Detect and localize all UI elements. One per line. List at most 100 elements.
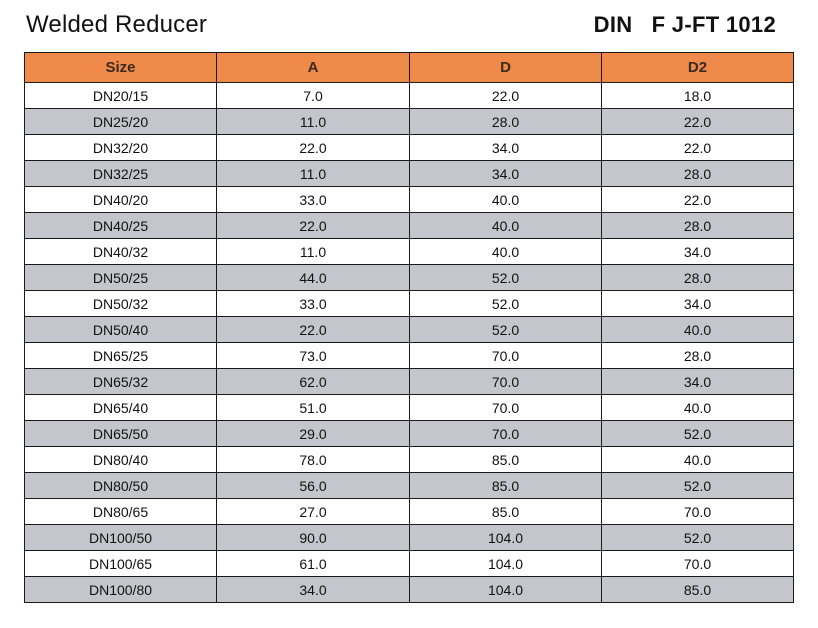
table-row: DN32/20 22.0 34.0 22.0 — [24, 134, 794, 161]
table-row: DN25/20 11.0 28.0 22.0 — [24, 108, 794, 135]
cell-d: 52.0 — [409, 264, 602, 291]
standard-code: DIN F J-FT 1012 — [593, 12, 776, 37]
cell-size: DN40/25 — [24, 212, 217, 239]
cell-d: 52.0 — [409, 290, 602, 317]
cell-d2: 70.0 — [601, 498, 794, 525]
cell-d2: 34.0 — [601, 290, 794, 317]
cell-a: 78.0 — [216, 446, 410, 473]
cell-d: 104.0 — [409, 524, 602, 551]
cell-d: 85.0 — [409, 498, 602, 525]
cell-a: 62.0 — [216, 368, 410, 395]
cell-a: 90.0 — [216, 524, 410, 551]
cell-a: 27.0 — [216, 498, 410, 525]
cell-a: 22.0 — [216, 212, 410, 239]
cell-size: DN80/65 — [24, 498, 217, 525]
column-header-size: Size — [24, 52, 217, 83]
cell-d2: 52.0 — [601, 472, 794, 499]
table-row: DN20/15 7.0 22.0 18.0 — [24, 82, 794, 109]
cell-size: DN20/15 — [24, 82, 217, 109]
cell-size: DN40/32 — [24, 238, 217, 265]
table-row: DN65/25 73.0 70.0 28.0 — [24, 342, 794, 369]
cell-a: 11.0 — [216, 108, 410, 135]
table-row: DN50/25 44.0 52.0 28.0 — [24, 264, 794, 291]
table-row: DN65/32 62.0 70.0 34.0 — [24, 368, 794, 395]
cell-d: 34.0 — [409, 160, 602, 187]
cell-size: DN50/32 — [24, 290, 217, 317]
table-body: DN20/15 7.0 22.0 18.0 DN25/20 11.0 28.0 22.0 DN3… — [24, 82, 794, 603]
cell-a: 73.0 — [216, 342, 410, 369]
cell-a: 29.0 — [216, 420, 410, 447]
cell-a: 11.0 — [216, 160, 410, 187]
cell-d: 70.0 — [409, 342, 602, 369]
cell-size: DN65/25 — [24, 342, 217, 369]
cell-d2: 28.0 — [601, 160, 794, 187]
table-row: DN40/20 33.0 40.0 22.0 — [24, 186, 794, 213]
cell-size: DN65/50 — [24, 420, 217, 447]
page-title: Welded Reducer — [26, 11, 208, 38]
cell-a: 22.0 — [216, 316, 410, 343]
cell-d: 70.0 — [409, 394, 602, 421]
cell-d: 70.0 — [409, 420, 602, 447]
cell-d2: 28.0 — [601, 212, 794, 239]
cell-size: DN50/25 — [24, 264, 217, 291]
cell-d: 28.0 — [409, 108, 602, 135]
cell-d2: 28.0 — [601, 342, 794, 369]
cell-d: 104.0 — [409, 550, 602, 577]
cell-d: 70.0 — [409, 368, 602, 395]
cell-a: 51.0 — [216, 394, 410, 421]
cell-d2: 70.0 — [601, 550, 794, 577]
cell-a: 56.0 — [216, 472, 410, 499]
cell-d: 40.0 — [409, 212, 602, 239]
table-row: DN50/32 33.0 52.0 34.0 — [24, 290, 794, 317]
table-row: DN100/50 90.0 104.0 52.0 — [24, 524, 794, 551]
table-row: DN100/65 61.0 104.0 70.0 — [24, 550, 794, 577]
table-row: DN80/50 56.0 85.0 52.0 — [24, 472, 794, 499]
table-row: DN80/40 78.0 85.0 40.0 — [24, 446, 794, 473]
cell-d2: 40.0 — [601, 316, 794, 343]
cell-size: DN80/50 — [24, 472, 217, 499]
cell-size: DN80/40 — [24, 446, 217, 473]
cell-d2: 52.0 — [601, 524, 794, 551]
cell-d2: 22.0 — [601, 108, 794, 135]
cell-size: DN32/25 — [24, 160, 217, 187]
cell-a: 11.0 — [216, 238, 410, 265]
column-header-a: A — [216, 52, 410, 83]
table-row: DN65/40 51.0 70.0 40.0 — [24, 394, 794, 421]
column-header-d: D — [409, 52, 602, 83]
table-row: DN80/65 27.0 85.0 70.0 — [24, 498, 794, 525]
cell-d2: 34.0 — [601, 238, 794, 265]
cell-a: 7.0 — [216, 82, 410, 109]
cell-d2: 85.0 — [601, 576, 794, 603]
cell-d2: 40.0 — [601, 446, 794, 473]
cell-d2: 40.0 — [601, 394, 794, 421]
table-row: DN40/25 22.0 40.0 28.0 — [24, 212, 794, 239]
cell-a: 34.0 — [216, 576, 410, 603]
cell-d: 85.0 — [409, 472, 602, 499]
cell-d2: 22.0 — [601, 134, 794, 161]
table-header-row: Size A D D2 — [24, 52, 794, 83]
cell-d2: 18.0 — [601, 82, 794, 109]
cell-size: DN100/50 — [24, 524, 217, 551]
table-row: DN40/32 11.0 40.0 34.0 — [24, 238, 794, 265]
table-row: DN50/40 22.0 52.0 40.0 — [24, 316, 794, 343]
dimension-table: Size A D D2 DN20/15 7.0 22.0 18.0 DN25/20 11.… — [24, 52, 794, 603]
cell-size: DN100/65 — [24, 550, 217, 577]
cell-a: 22.0 — [216, 134, 410, 161]
cell-d: 40.0 — [409, 238, 602, 265]
cell-size: DN32/20 — [24, 134, 217, 161]
cell-a: 33.0 — [216, 290, 410, 317]
table-row: DN32/25 11.0 34.0 28.0 — [24, 160, 794, 187]
cell-d2: 22.0 — [601, 186, 794, 213]
cell-size: DN65/40 — [24, 394, 217, 421]
cell-a: 61.0 — [216, 550, 410, 577]
cell-d: 52.0 — [409, 316, 602, 343]
cell-size: DN25/20 — [24, 108, 217, 135]
cell-a: 44.0 — [216, 264, 410, 291]
cell-d: 104.0 — [409, 576, 602, 603]
cell-d: 40.0 — [409, 186, 602, 213]
cell-size: DN65/32 — [24, 368, 217, 395]
cell-d2: 28.0 — [601, 264, 794, 291]
cell-d: 22.0 — [409, 82, 602, 109]
cell-d2: 52.0 — [601, 420, 794, 447]
